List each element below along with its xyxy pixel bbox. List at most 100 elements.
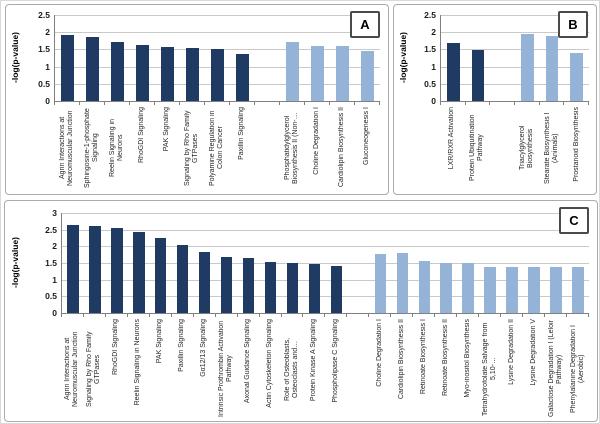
bar-slot <box>84 213 106 313</box>
category-label-slot: Reelin Signaling in Neurons <box>104 107 129 191</box>
category-label: Agrin Interactions at Neuromuscular Junc… <box>58 110 74 186</box>
category-label: Stearate Biosynthesis I (Animals) <box>543 112 559 184</box>
category-label-slot: Myo-inositol Biosynthesis <box>457 319 479 421</box>
category-label-slot: Signaling by Rho Family GTPases <box>83 319 105 421</box>
bar-slot <box>194 213 216 313</box>
x-axis-labels: LXR/RXR Activation Protein Ubiquitination… <box>440 107 589 191</box>
category-label: Triacylglycerol Biosynthesis <box>518 125 534 171</box>
category-label: Paxillin Signaling <box>178 319 185 372</box>
category-label-slot: Cardiolipin Biosynthesis II <box>330 107 355 191</box>
bar-slot <box>457 213 479 313</box>
x-tick-cell <box>391 314 414 317</box>
x-tick-cell <box>435 314 458 317</box>
bar <box>440 263 452 313</box>
x-tick-cell <box>347 314 370 317</box>
category-label-slot: Polyamine Regulation in Colon Cancer <box>204 107 229 191</box>
bar-slot <box>305 15 330 101</box>
gridline <box>55 15 380 16</box>
category-label: Paxillin Signaling <box>238 107 246 160</box>
x-tick-cell <box>255 102 280 105</box>
bar-slot <box>515 15 540 101</box>
y-tick-label: 1 <box>431 61 436 72</box>
panel-c-letter-badge: C <box>559 207 589 234</box>
bar-slot <box>55 15 80 101</box>
category-label-slot: Actin Cytoskeleton Signaling <box>259 319 281 421</box>
bar-slot <box>282 213 304 313</box>
bar <box>484 267 496 313</box>
x-tick-cell <box>62 314 84 317</box>
x-tick-cell <box>567 314 589 317</box>
y-tick-label: 2.5 <box>38 10 50 20</box>
category-label-slot: Role of Osteoblasts, Osteoclasts and… <box>281 319 303 421</box>
bar-slot <box>441 15 466 101</box>
plot-area: LXR/RXR Activation Protein Ubiquitination… <box>440 15 590 191</box>
category-label: Retinoate Biosynthesis II <box>442 319 449 397</box>
y-tick-label: 0 <box>431 96 436 106</box>
category-label-slot: Signaling by Rho Family GTPases <box>179 107 204 191</box>
category-label-slot: Phospholipase C Signaling <box>325 319 347 421</box>
category-label-slot: Retinoate Biosynthesis I <box>413 319 435 421</box>
x-tick-cell <box>515 102 540 105</box>
y-axis: 0 0.5 1 1.5 2 2.5 3 <box>21 208 61 318</box>
x-tick-cell <box>466 102 491 105</box>
category-label-slot: Protein Kinase A Signaling <box>303 319 325 421</box>
x-tick-cell <box>355 102 380 105</box>
category-label: Retinoate Biosynthesis I <box>420 319 427 395</box>
bar-slot <box>216 213 238 313</box>
x-tick-cell <box>260 314 282 317</box>
y-tick-label: 2 <box>431 27 436 38</box>
category-label: Protein Kinase A Signaling <box>310 319 317 402</box>
category-label: Signaling by Rho Family GTPases <box>183 110 199 186</box>
x-axis-tick-marks <box>54 102 380 105</box>
bar-slot <box>230 15 255 101</box>
category-label: Cardiolipin Biosynthesis II <box>398 319 405 400</box>
y-tick-label: 0 <box>52 308 57 318</box>
y-axis: 0 0.5 1 1.5 2 2.5 <box>20 10 54 106</box>
category-label-slot: Reelin Signaling in Neurons <box>127 319 149 421</box>
bar <box>211 49 224 101</box>
bar-slot <box>369 213 391 313</box>
x-tick-cell <box>105 102 130 105</box>
x-tick-cell <box>172 314 194 317</box>
bar <box>396 252 408 313</box>
bar-slot <box>564 15 589 101</box>
bar <box>330 266 343 313</box>
x-axis-labels: Agrin Interactions at Neuromuscular Junc… <box>54 107 380 191</box>
category-label: Prostanoid Biosynthesis <box>572 107 580 182</box>
x-tick-cell <box>441 102 466 105</box>
category-label: Intrinsic Prothrombin Activation Pathway <box>218 320 233 418</box>
category-label: Choline Degradation I <box>376 319 383 387</box>
gridline <box>441 32 589 34</box>
category-label-slot: Choline Degradation I <box>305 107 330 191</box>
bar <box>570 52 584 101</box>
bar <box>374 253 387 313</box>
x-tick-cell <box>413 314 436 317</box>
category-label: RhoGDI Signaling <box>137 107 145 164</box>
category-label: Gluconeogenesis I <box>363 107 371 165</box>
gridline <box>62 229 589 231</box>
category-label: Reelin Signaling in Neurons <box>108 119 124 177</box>
x-tick-cell <box>280 102 305 105</box>
bar <box>198 252 211 313</box>
x-tick-cell <box>155 102 180 105</box>
category-label: LXR/RXR Activation <box>448 107 456 170</box>
category-label: Gα12/13 Signaling <box>200 319 207 377</box>
x-tick-cell <box>325 314 348 317</box>
bar <box>286 262 299 313</box>
bar-slot <box>280 15 305 101</box>
plot-area: Agrin Interactions at Neuromuscular Junc… <box>54 15 380 191</box>
bar <box>520 34 534 101</box>
x-tick-cell <box>490 102 516 105</box>
bar <box>418 261 430 313</box>
x-tick-cell <box>457 314 480 317</box>
gridline <box>62 263 589 264</box>
bar <box>242 258 255 313</box>
y-tick-label: 1.5 <box>38 44 50 55</box>
bar-slot <box>540 15 565 101</box>
category-label: Phospholipase C Signaling <box>332 319 339 403</box>
plot-area: Agrin Interactions at Neuromuscular Junc… <box>61 213 589 421</box>
y-tick-label: 2 <box>52 241 57 252</box>
bar <box>311 45 324 101</box>
bar-slot <box>106 213 128 313</box>
bar-slot <box>567 213 589 313</box>
